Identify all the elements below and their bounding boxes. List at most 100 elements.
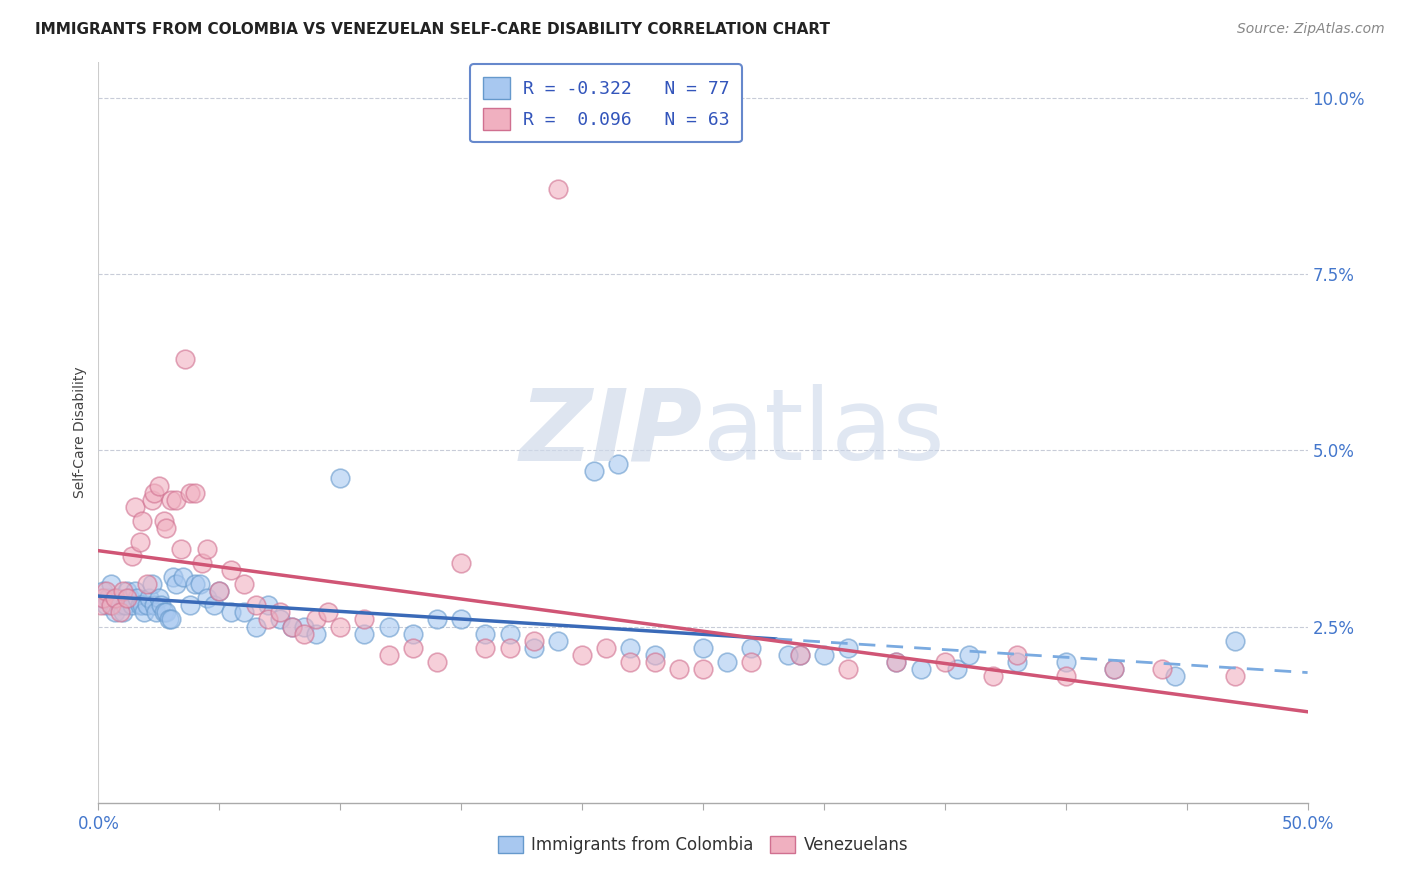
Point: [837, 640, 859, 655]
Point: [184, 485, 207, 500]
Point: [402, 640, 425, 655]
Point: [155, 606, 177, 620]
Point: [221, 606, 243, 620]
Point: [776, 648, 799, 662]
Point: [377, 648, 399, 662]
Point: [117, 591, 139, 606]
Point: [547, 182, 569, 196]
Point: [692, 662, 714, 676]
Point: [195, 591, 218, 606]
Point: [138, 591, 160, 606]
Point: [145, 606, 167, 620]
Point: [245, 599, 267, 613]
Point: [90, 591, 112, 606]
Point: [169, 541, 191, 556]
Point: [131, 514, 153, 528]
Point: [281, 619, 304, 633]
Point: [114, 599, 136, 613]
Point: [127, 591, 149, 606]
Point: [644, 648, 666, 662]
Point: [208, 584, 231, 599]
Text: atlas: atlas: [703, 384, 945, 481]
Point: [1152, 662, 1174, 676]
Point: [353, 612, 375, 626]
Point: [150, 599, 173, 613]
Point: [523, 640, 546, 655]
Point: [1102, 662, 1125, 676]
Point: [160, 612, 183, 626]
Text: IMMIGRANTS FROM COLOMBIA VS VENEZUELAN SELF-CARE DISABILITY CORRELATION CHART: IMMIGRANTS FROM COLOMBIA VS VENEZUELAN S…: [35, 22, 830, 37]
Point: [256, 612, 278, 626]
Point: [148, 591, 170, 606]
Point: [97, 591, 120, 606]
Point: [981, 669, 1004, 683]
Point: [1007, 655, 1029, 669]
Point: [1102, 662, 1125, 676]
Point: [571, 648, 593, 662]
Point: [91, 591, 114, 606]
Point: [124, 584, 146, 599]
Point: [134, 606, 156, 620]
Point: [668, 662, 690, 676]
Point: [740, 655, 762, 669]
Point: [111, 584, 134, 599]
Point: [1223, 669, 1246, 683]
Point: [204, 599, 226, 613]
Point: [184, 577, 207, 591]
Point: [292, 619, 315, 633]
Point: [946, 662, 969, 676]
Point: [232, 606, 254, 620]
Point: [305, 626, 328, 640]
Point: [886, 655, 908, 669]
Point: [131, 599, 153, 613]
Point: [100, 599, 122, 613]
Point: [128, 535, 150, 549]
Point: [221, 563, 243, 577]
Point: [94, 599, 117, 613]
Point: [91, 584, 114, 599]
Point: [426, 655, 449, 669]
Point: [124, 500, 146, 514]
Point: [292, 626, 315, 640]
Point: [135, 599, 157, 613]
Point: [607, 458, 630, 472]
Point: [188, 577, 211, 591]
Point: [716, 655, 738, 669]
Point: [813, 648, 835, 662]
Point: [117, 584, 139, 599]
Point: [450, 612, 472, 626]
Point: [107, 591, 129, 606]
Point: [474, 640, 496, 655]
Point: [789, 648, 811, 662]
Point: [281, 619, 304, 633]
Point: [837, 662, 859, 676]
Point: [595, 640, 617, 655]
Point: [100, 577, 122, 591]
Point: [108, 599, 131, 613]
Point: [195, 541, 218, 556]
Point: [498, 626, 520, 640]
Point: [886, 655, 908, 669]
Point: [128, 599, 150, 613]
Point: [104, 606, 127, 620]
Point: [191, 556, 214, 570]
Point: [118, 591, 141, 606]
Point: [474, 626, 496, 640]
Point: [232, 577, 254, 591]
Point: [141, 577, 163, 591]
Point: [208, 584, 231, 599]
Point: [165, 577, 187, 591]
Point: [155, 521, 177, 535]
Point: [152, 606, 174, 620]
Point: [692, 640, 714, 655]
Point: [910, 662, 932, 676]
Point: [269, 606, 291, 620]
Point: [165, 492, 187, 507]
Point: [101, 599, 124, 613]
Point: [162, 570, 184, 584]
Point: [523, 633, 546, 648]
Point: [305, 612, 328, 626]
Point: [1163, 669, 1185, 683]
Text: Source: ZipAtlas.com: Source: ZipAtlas.com: [1237, 22, 1385, 37]
Point: [121, 599, 143, 613]
